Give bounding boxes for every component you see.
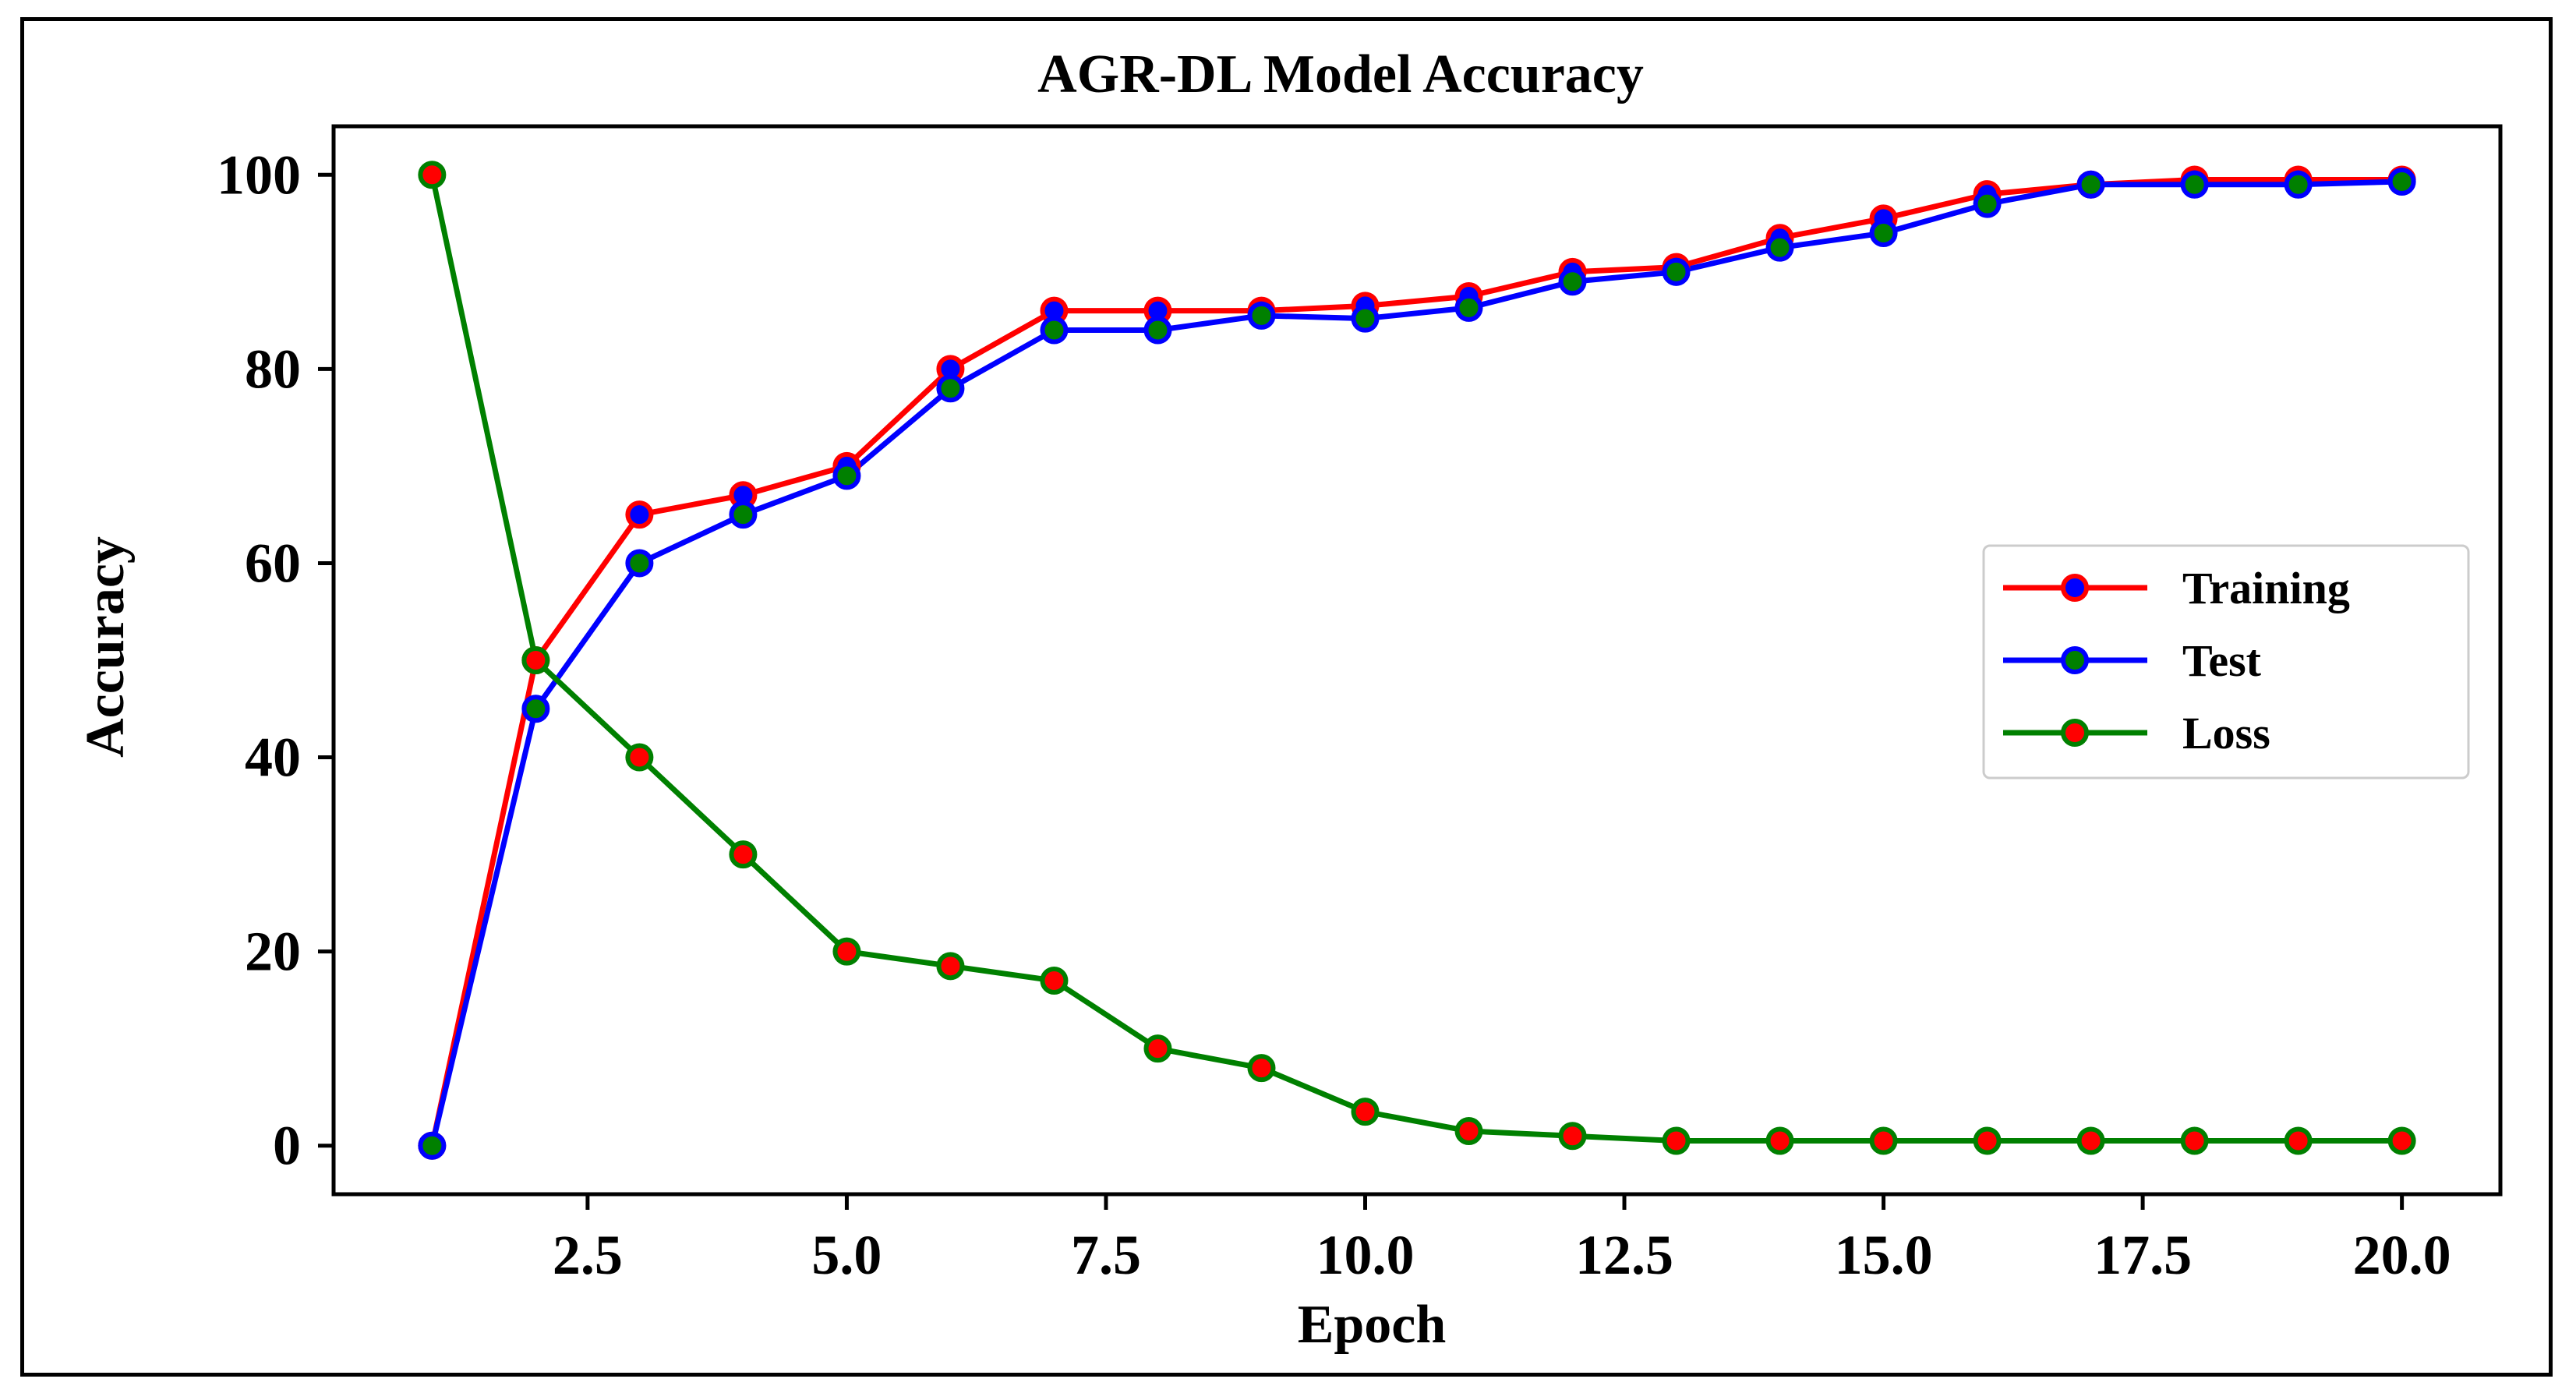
series-layer (418, 161, 2416, 1160)
legend-box (1982, 544, 2470, 780)
data-point-loss (832, 937, 861, 966)
plot-area (331, 124, 2503, 1197)
data-point-loss (1247, 1054, 1276, 1083)
series-line-loss (429, 174, 2402, 1144)
x-tick-label: 20.0 (2353, 1224, 2451, 1286)
y-tick-label: 40 (245, 727, 301, 789)
x-tick-label: 5.0 (811, 1224, 882, 1286)
x-axis-label: Epoch (1298, 1295, 1447, 1355)
data-point-loss (1454, 1117, 1483, 1146)
legend-label-loss: Loss (2182, 708, 2270, 758)
data-point-test (2180, 170, 2209, 199)
data-point-test (1143, 316, 1172, 345)
data-point-test (1040, 316, 1069, 345)
y-tick-label: 80 (245, 338, 301, 400)
data-point-test (2284, 170, 2313, 199)
legend-marker-training (2061, 574, 2089, 602)
data-point-loss (1351, 1098, 1380, 1126)
y-axis-label: Accuracy (76, 536, 136, 758)
series-line-test (429, 179, 2402, 1147)
data-point-test (832, 461, 861, 490)
data-point-test (2387, 167, 2416, 196)
x-tick-label: 15.0 (1835, 1224, 1933, 1286)
x-tick-label: 12.5 (1575, 1224, 1673, 1286)
chart-title: AGR-DL Model Accuracy (1037, 44, 1644, 104)
legend-marker-loss (2061, 719, 2089, 747)
y-tick-label: 0 (273, 1115, 301, 1177)
x-axis: 2.5 5.0 7.5 10.0 12.5 15.0 17.5 20.0 (553, 1194, 2451, 1286)
x-tick-label: 2.5 (553, 1224, 623, 1286)
data-point-test (1973, 189, 2002, 218)
data-point-loss (2180, 1126, 2209, 1155)
data-point-loss (2387, 1126, 2416, 1155)
data-point-training (625, 500, 654, 529)
x-tick-label: 17.5 (2094, 1224, 2192, 1286)
data-point-test (1662, 257, 1691, 286)
data-point-loss (2076, 1126, 2105, 1155)
data-point-test (1454, 293, 1483, 322)
data-point-test (1765, 233, 1794, 262)
data-point-test (1558, 267, 1587, 296)
data-point-loss (729, 840, 758, 869)
y-tick-label: 100 (217, 143, 301, 206)
data-point-loss (418, 161, 447, 189)
y-axis: 0 20 40 60 80 100 (217, 143, 334, 1177)
data-point-loss (1765, 1126, 1794, 1155)
data-point-loss (625, 743, 654, 772)
data-point-loss (1040, 967, 1069, 995)
data-point-loss (2284, 1126, 2313, 1155)
data-point-test (521, 695, 550, 723)
data-point-test (2076, 170, 2105, 199)
data-point-loss (1973, 1126, 2002, 1155)
data-point-loss (1869, 1126, 1898, 1155)
data-point-test (625, 549, 654, 578)
data-point-loss (521, 646, 550, 674)
y-tick-label: 20 (245, 921, 301, 983)
data-point-loss (1662, 1126, 1691, 1155)
x-tick-label: 7.5 (1071, 1224, 1141, 1286)
legend-marker-test (2061, 646, 2089, 674)
data-point-test (1247, 301, 1276, 330)
y-tick-label: 60 (245, 532, 301, 594)
legend-label-training: Training (2182, 563, 2350, 613)
data-point-loss (936, 952, 965, 981)
data-point-loss (1143, 1034, 1172, 1063)
x-tick-label: 10.0 (1316, 1224, 1414, 1286)
data-point-test (729, 500, 758, 529)
legend-label-test: Test (2182, 635, 2262, 686)
data-point-loss (1558, 1122, 1587, 1151)
data-point-test (1869, 219, 1898, 247)
data-point-test (936, 374, 965, 403)
data-point-test (418, 1131, 447, 1160)
data-point-test (1351, 304, 1380, 333)
legend: Training Test Loss (1982, 544, 2470, 780)
